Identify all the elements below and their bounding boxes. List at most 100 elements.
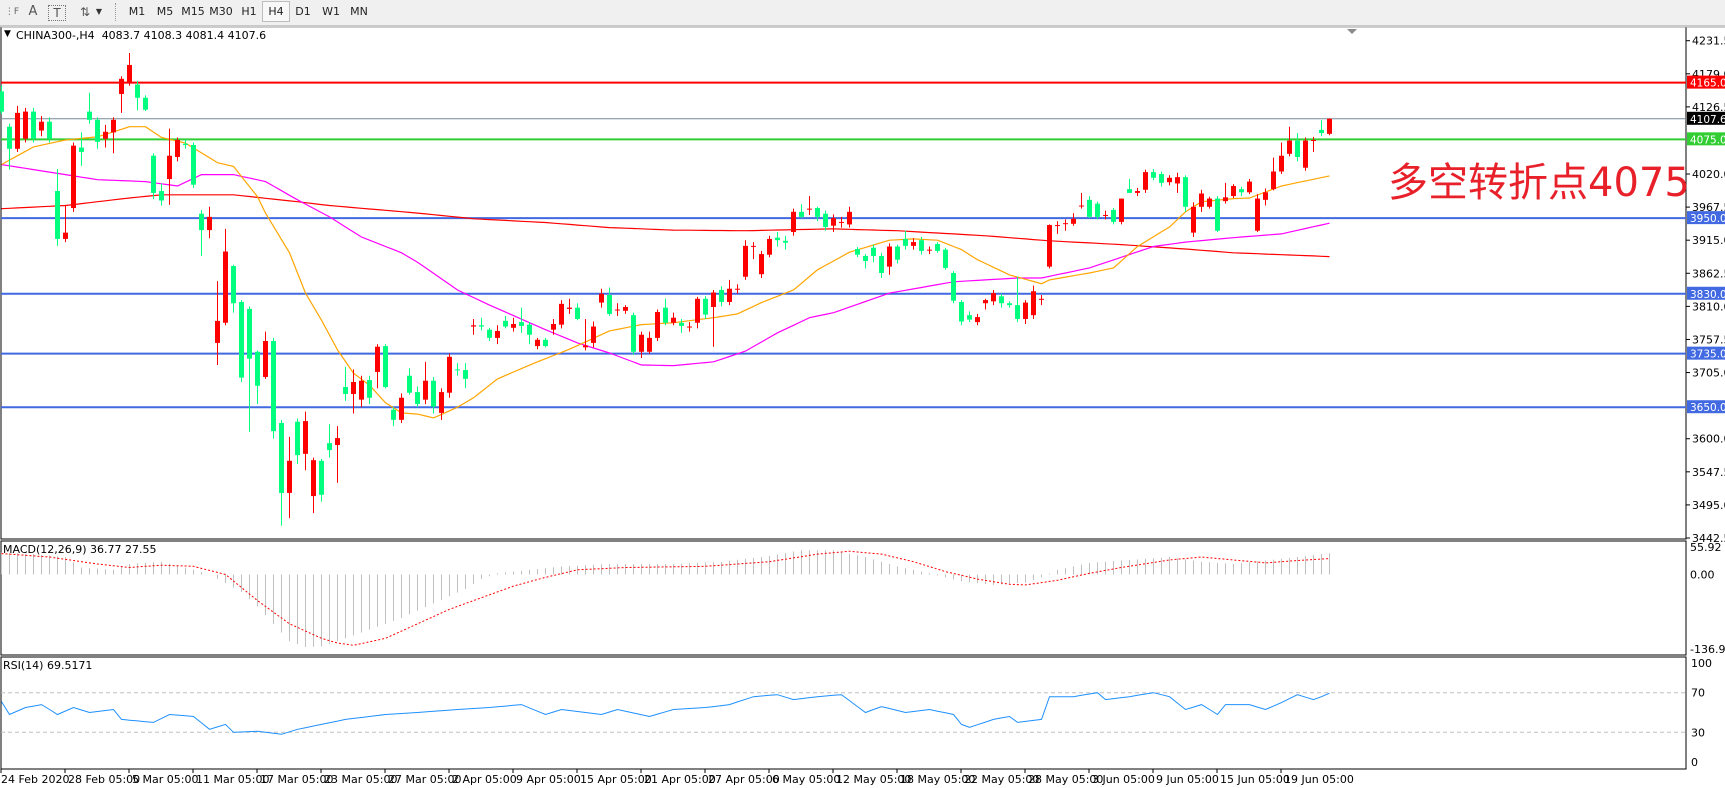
candle-body xyxy=(1239,189,1244,193)
level-label: 4075.0 xyxy=(1690,134,1725,146)
candle-body xyxy=(935,243,940,251)
candle-body xyxy=(343,387,348,394)
price-tick-label: 3810.0 xyxy=(1692,300,1725,313)
candle-body xyxy=(1007,303,1012,306)
candle xyxy=(855,247,860,258)
candle xyxy=(575,303,580,321)
date-label: 17 Mar 05:00 xyxy=(260,773,333,786)
arrows-icon[interactable]: ⇅ xyxy=(79,5,91,19)
candle xyxy=(607,287,612,316)
candle-body xyxy=(1023,302,1028,319)
candle xyxy=(7,123,12,170)
timeframe-m30-button[interactable]: M30 xyxy=(209,5,233,18)
candle-body xyxy=(471,325,476,327)
candle-body xyxy=(615,309,620,311)
candle-body xyxy=(1183,177,1188,207)
candle xyxy=(111,117,116,154)
candle-body xyxy=(87,111,92,120)
candle-body xyxy=(319,460,324,495)
candle-body xyxy=(263,341,268,377)
date-label: 24 Feb 2020 xyxy=(1,773,69,786)
text-icon[interactable]: A xyxy=(28,4,38,19)
candle-body xyxy=(199,213,204,231)
candle-body xyxy=(1103,214,1108,216)
chevron-down-icon[interactable]: ▼ xyxy=(95,7,103,16)
candle-body xyxy=(1175,177,1180,184)
date-label: 28 May 05:00 xyxy=(1028,773,1103,786)
candle xyxy=(839,216,844,228)
date-label: 9 Jun 05:00 xyxy=(1156,773,1219,786)
candle xyxy=(671,312,676,326)
candle xyxy=(1119,198,1124,225)
price-tick-label: 4020.0 xyxy=(1692,168,1725,181)
ma-line-mid xyxy=(1,164,1330,367)
candle-body xyxy=(215,320,220,343)
price-tick-label: 4231.5 xyxy=(1692,35,1725,48)
macd-panel-border xyxy=(0,540,1687,656)
timeframe-m5-button[interactable]: M5 xyxy=(156,5,174,18)
candle xyxy=(1071,213,1076,226)
candle xyxy=(983,298,988,310)
candle-body xyxy=(783,240,788,243)
timeframe-d1-button[interactable]: D1 xyxy=(295,5,311,18)
chart-menu-triangle-icon[interactable]: ▼ xyxy=(4,29,11,39)
text-label-icon[interactable]: T xyxy=(48,5,66,21)
price-tick-label: 3757.5 xyxy=(1692,333,1725,346)
candle-body xyxy=(703,298,708,315)
candle xyxy=(255,350,260,405)
candle-body xyxy=(815,208,820,217)
candle-body xyxy=(527,324,532,335)
timeframe-m15-button[interactable]: M15 xyxy=(181,5,205,18)
timeframe-mn-button[interactable]: MN xyxy=(350,5,368,18)
candle xyxy=(231,264,236,313)
timeframe-h1-button[interactable]: H1 xyxy=(241,5,257,18)
candle-body xyxy=(799,211,804,217)
candle xyxy=(1255,194,1260,232)
candle-body xyxy=(911,242,916,246)
candle xyxy=(295,418,300,464)
date-label: 6 May 05:00 xyxy=(772,773,840,786)
candle-body xyxy=(1279,155,1284,172)
date-label: 9 Apr 05:00 xyxy=(516,773,581,786)
candle-body xyxy=(767,238,772,255)
price-tick-label: 4126.5 xyxy=(1692,101,1725,114)
price-tick-label: 3915.0 xyxy=(1692,234,1725,247)
timeframe-w1-button[interactable]: W1 xyxy=(322,5,340,18)
timeframe-h4-button[interactable]: H4 xyxy=(262,1,290,22)
candle-body xyxy=(991,293,996,302)
candle-body xyxy=(983,300,988,304)
candle-body xyxy=(1079,205,1084,207)
level-label-bg xyxy=(1687,75,1725,89)
candle xyxy=(527,322,532,345)
chart-title: CHINA300-,H4 4083.7 4108.3 4081.4 4107.6 xyxy=(16,29,266,42)
candle-body xyxy=(303,421,308,454)
candle xyxy=(895,244,900,264)
candle xyxy=(335,426,340,483)
candle xyxy=(455,363,460,376)
candle-body xyxy=(191,145,196,185)
level-label-bg xyxy=(1687,111,1725,125)
candle-body xyxy=(399,397,404,420)
candle-body xyxy=(559,303,564,325)
timeframe-m1-button[interactable]: M1 xyxy=(128,5,146,18)
candle xyxy=(103,124,108,148)
candle xyxy=(943,247,948,270)
candle-body xyxy=(775,237,780,241)
candle-body xyxy=(455,369,460,371)
candle xyxy=(967,311,972,323)
candle xyxy=(1311,136,1316,152)
candle xyxy=(479,317,484,331)
macd-tick-label: 0.00 xyxy=(1690,568,1715,581)
candle-body xyxy=(487,329,492,338)
candle-body xyxy=(831,218,836,226)
period-separator-icon[interactable]: ⋮F xyxy=(4,7,20,17)
candle xyxy=(1279,142,1284,175)
candle-body xyxy=(1031,291,1036,316)
candle-body xyxy=(591,326,596,343)
candle xyxy=(1103,210,1108,220)
candle xyxy=(991,289,996,306)
candle xyxy=(1111,208,1116,225)
candle-body xyxy=(655,312,660,338)
candle-body xyxy=(1215,198,1220,231)
